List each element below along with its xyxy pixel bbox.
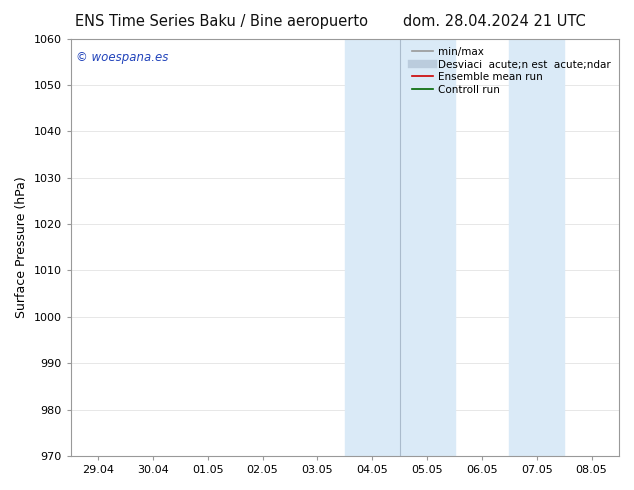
Legend: min/max, Desviaci  acute;n est  acute;ndar, Ensemble mean run, Controll run: min/max, Desviaci acute;n est acute;ndar… <box>409 44 614 98</box>
Text: ENS Time Series Baku / Bine aeropuerto: ENS Time Series Baku / Bine aeropuerto <box>75 14 368 29</box>
Y-axis label: Surface Pressure (hPa): Surface Pressure (hPa) <box>15 176 28 318</box>
Bar <box>399 39 455 456</box>
Text: © woespana.es: © woespana.es <box>76 51 169 64</box>
Text: dom. 28.04.2024 21 UTC: dom. 28.04.2024 21 UTC <box>403 14 586 29</box>
Bar <box>509 39 564 456</box>
Bar <box>345 39 399 456</box>
